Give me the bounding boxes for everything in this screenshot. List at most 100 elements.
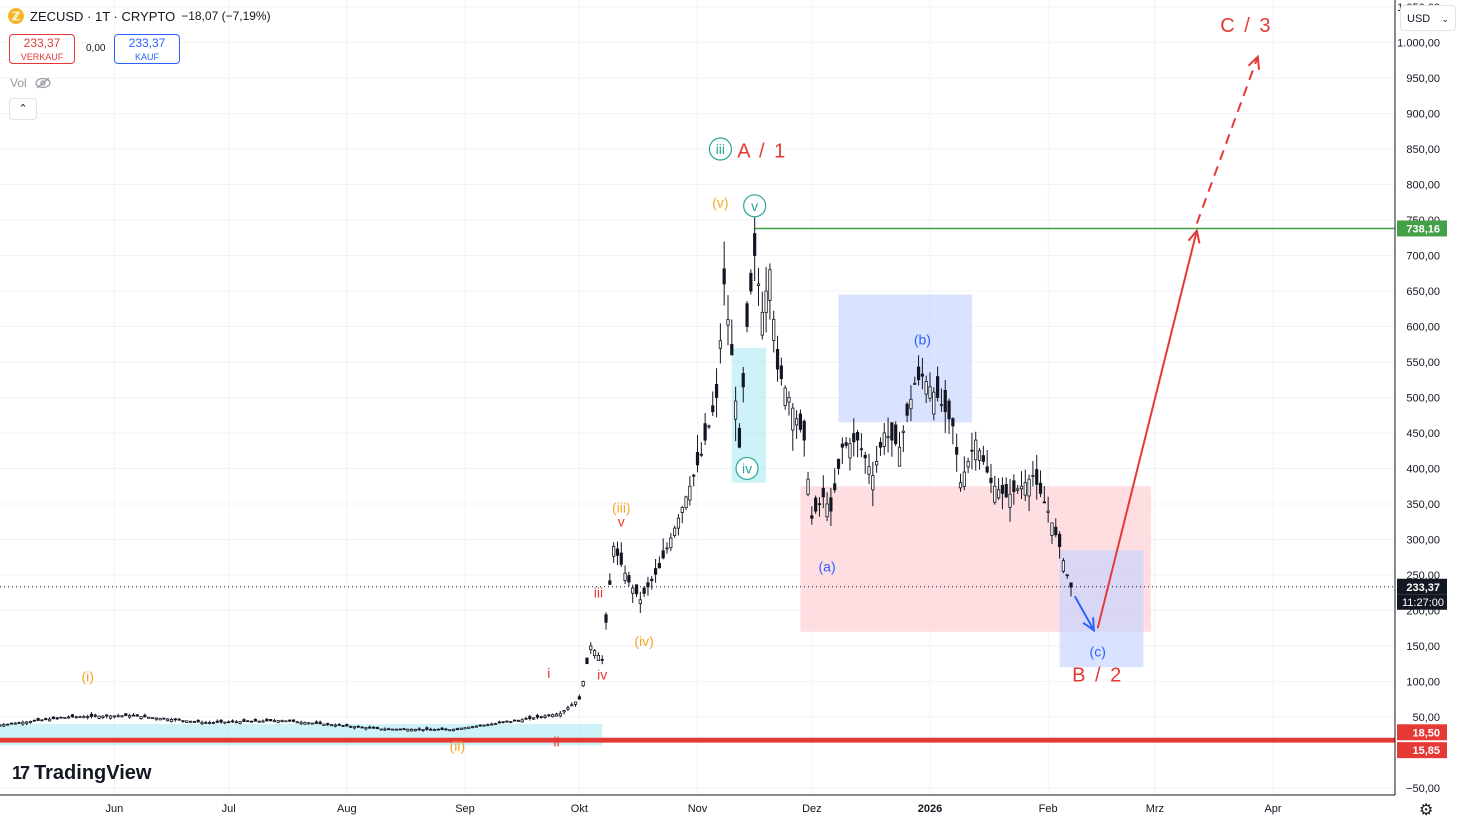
candle-body [120, 715, 124, 718]
candle-body [177, 718, 181, 721]
candle-body [70, 714, 75, 718]
candle-body [169, 719, 174, 722]
candle-body [920, 373, 924, 377]
y-tick-label: 100,00 [1406, 676, 1440, 688]
candle-body [939, 404, 944, 407]
y-tick-label: 500,00 [1406, 393, 1440, 405]
candle-body [810, 515, 814, 519]
y-tick-label: 350,00 [1406, 499, 1440, 511]
wave-label: iii [716, 141, 725, 157]
candle-body [51, 716, 55, 720]
candle-body [505, 720, 509, 723]
candle-body [985, 466, 989, 473]
candle-body [977, 450, 982, 461]
candle-body [421, 729, 425, 731]
candle-body [520, 719, 524, 723]
candle-body [108, 715, 113, 719]
candle-body [627, 575, 631, 583]
candle-body [497, 721, 501, 724]
candle-body [1031, 475, 1035, 477]
candle-body [592, 650, 597, 657]
settings-gear-icon[interactable]: ⚙ [1419, 802, 1434, 819]
candle-body [310, 722, 315, 725]
y-tick-label: 900,00 [1406, 109, 1440, 121]
candle-body [379, 728, 383, 731]
candle-body [352, 726, 357, 729]
candle-body [471, 726, 475, 729]
candle-body [139, 716, 143, 719]
candle-body [158, 717, 162, 721]
candle-body [657, 563, 661, 569]
candle-body [398, 728, 402, 731]
candle-body [288, 719, 292, 722]
candle-body [147, 716, 151, 719]
tradingview-logo[interactable]: 17 TradingView [12, 762, 151, 785]
candle-body [188, 720, 193, 723]
collapse-button[interactable]: ⌃ [9, 98, 37, 120]
symbol-title[interactable]: ZECUSD · 1T · CRYPTO [30, 8, 176, 24]
candle-body [402, 728, 406, 731]
candle-body [124, 713, 128, 716]
candle-body [745, 303, 749, 327]
candle-body [467, 726, 471, 729]
y-tick-label: 950,00 [1406, 73, 1440, 85]
candle-body [238, 721, 242, 724]
buy-button[interactable]: 233,37 KAUF [114, 34, 180, 64]
candle-body [661, 550, 665, 559]
candle-body [295, 721, 299, 724]
candle-body [219, 719, 223, 723]
candle-body [425, 727, 429, 730]
candle-body [196, 719, 200, 723]
sell-price: 233,37 [23, 36, 61, 50]
candle-body [482, 724, 486, 727]
price-change: −18,07 (−7,19%) [181, 9, 271, 23]
candle-body [753, 233, 757, 256]
wave-zone [838, 294, 972, 423]
candle-body [44, 718, 48, 721]
chevron-down-icon: ⌄ [1441, 14, 1449, 24]
brand-name: TradingView [34, 762, 152, 784]
candle-body [680, 507, 684, 513]
y-tick-label: 50,00 [1412, 712, 1440, 724]
candle-body [806, 478, 810, 495]
x-tick-label: 2026 [918, 803, 942, 815]
level-price-tag: 18,50 [1412, 727, 1440, 739]
candle-body [566, 707, 570, 710]
candle-body [547, 714, 551, 717]
candle-body [211, 721, 216, 724]
candle-body [631, 587, 635, 594]
candle-body [932, 391, 936, 415]
candle-body [958, 482, 963, 489]
x-tick-label: Aug [337, 803, 357, 815]
candle-body [1000, 485, 1005, 494]
candle-body [246, 720, 250, 723]
candle-body [936, 376, 940, 398]
candle-body [665, 547, 669, 550]
candle-body [429, 728, 433, 731]
eye-hidden-icon[interactable] [35, 77, 51, 89]
candle-body [1038, 482, 1043, 494]
x-tick-label: Dez [802, 803, 822, 815]
candle-body [962, 471, 966, 487]
candle-body [417, 728, 421, 731]
sell-button[interactable]: 233,37 VERKAUF [9, 34, 75, 64]
candle-body [608, 580, 612, 585]
candle-body [684, 496, 688, 508]
volume-indicator[interactable]: Vol [10, 76, 51, 90]
candle-body [1050, 522, 1054, 536]
candle-body [451, 728, 456, 732]
currency-select[interactable]: USD ⌄ [1400, 5, 1456, 31]
wave-label: B / 2 [1072, 664, 1123, 686]
candle-body [444, 728, 448, 731]
candle-body [532, 717, 536, 720]
candle-body [349, 725, 353, 728]
candle-body [501, 721, 505, 724]
candle-body [59, 716, 63, 719]
y-tick-label: −50,00 [1406, 783, 1440, 795]
candle-body [17, 722, 21, 724]
symbol-header: ℤ ZECUSD · 1T · CRYPTO −18,07 (−7,19%) [8, 8, 271, 24]
candle-body [524, 717, 528, 720]
candle-body [997, 489, 1001, 499]
candle-body [1027, 478, 1031, 497]
